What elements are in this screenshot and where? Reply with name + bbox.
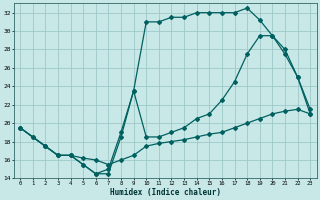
- X-axis label: Humidex (Indice chaleur): Humidex (Indice chaleur): [110, 188, 220, 197]
